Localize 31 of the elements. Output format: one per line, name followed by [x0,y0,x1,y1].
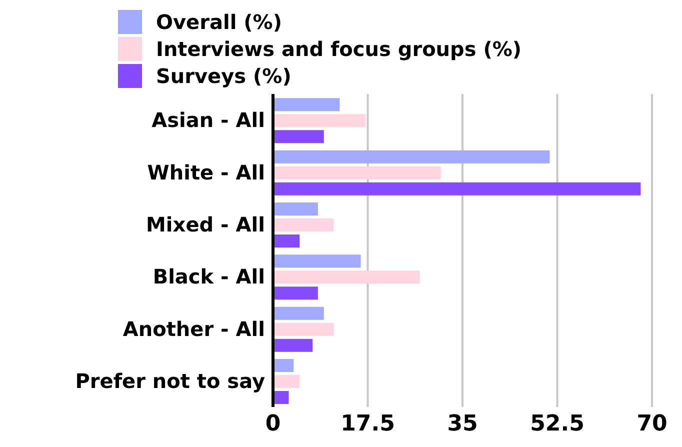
y-tick-label: Another - All [122,316,265,341]
bar [273,150,550,164]
bar [273,182,641,196]
bar [273,322,334,336]
bar [273,166,441,180]
legend-label: Overall (%) [156,10,282,34]
y-tick-label: White - All [147,160,265,184]
x-tick-label: 52.5 [530,412,584,437]
bar [273,338,313,352]
bar [273,114,366,128]
x-tick-label: 70 [636,412,668,437]
bar [273,202,318,216]
bar [273,270,420,284]
y-tick-label: Black - All [152,264,265,289]
bar [273,306,324,320]
bar [273,98,340,112]
bar [273,286,318,300]
y-tick-label: Mixed - All [146,212,265,237]
bar [273,130,324,144]
bar [273,375,300,388]
bar [273,218,334,232]
bar [273,254,361,268]
y-tick-label: Asian - All [152,108,265,132]
y-tick-label: Prefer not to say [75,369,265,394]
legend-label: Interviews and focus groups (%) [156,37,522,61]
bar [273,234,300,248]
x-tick-label: 17.5 [340,412,395,437]
x-tick-label: 0 [265,412,281,437]
x-tick-label: 35 [447,412,478,437]
bar [273,359,294,372]
legend-label: Surveys (%) [156,64,292,88]
